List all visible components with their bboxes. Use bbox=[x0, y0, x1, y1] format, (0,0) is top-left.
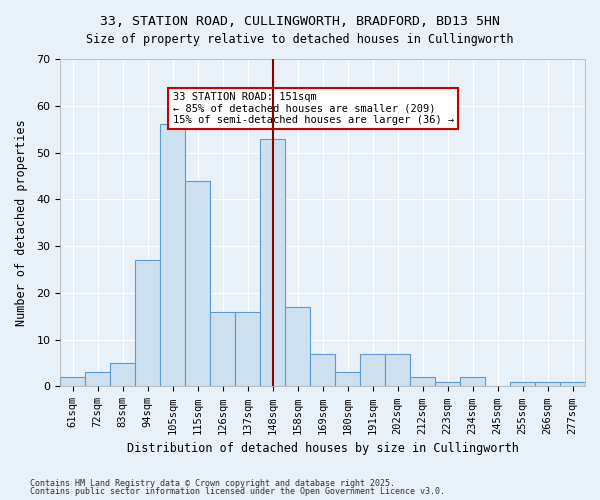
Bar bbox=[135, 260, 160, 386]
Bar bbox=[285, 307, 310, 386]
Bar bbox=[160, 124, 185, 386]
Text: Contains public sector information licensed under the Open Government Licence v3: Contains public sector information licen… bbox=[30, 487, 445, 496]
Bar bbox=[385, 354, 410, 386]
Bar bbox=[435, 382, 460, 386]
Bar bbox=[85, 372, 110, 386]
Bar bbox=[235, 312, 260, 386]
Bar bbox=[110, 363, 135, 386]
Text: Contains HM Land Registry data © Crown copyright and database right 2025.: Contains HM Land Registry data © Crown c… bbox=[30, 478, 395, 488]
Text: 33 STATION ROAD: 151sqm
← 85% of detached houses are smaller (209)
15% of semi-d: 33 STATION ROAD: 151sqm ← 85% of detache… bbox=[173, 92, 454, 125]
Text: Size of property relative to detached houses in Cullingworth: Size of property relative to detached ho… bbox=[86, 32, 514, 46]
Bar bbox=[410, 377, 435, 386]
Y-axis label: Number of detached properties: Number of detached properties bbox=[15, 120, 28, 326]
Bar bbox=[460, 377, 485, 386]
Bar bbox=[310, 354, 335, 386]
Bar bbox=[510, 382, 535, 386]
Bar bbox=[60, 377, 85, 386]
X-axis label: Distribution of detached houses by size in Cullingworth: Distribution of detached houses by size … bbox=[127, 442, 518, 455]
Bar bbox=[185, 180, 210, 386]
Bar bbox=[260, 138, 285, 386]
Bar bbox=[535, 382, 560, 386]
Bar bbox=[360, 354, 385, 386]
Bar bbox=[335, 372, 360, 386]
Bar bbox=[560, 382, 585, 386]
Bar bbox=[210, 312, 235, 386]
Text: 33, STATION ROAD, CULLINGWORTH, BRADFORD, BD13 5HN: 33, STATION ROAD, CULLINGWORTH, BRADFORD… bbox=[100, 15, 500, 28]
